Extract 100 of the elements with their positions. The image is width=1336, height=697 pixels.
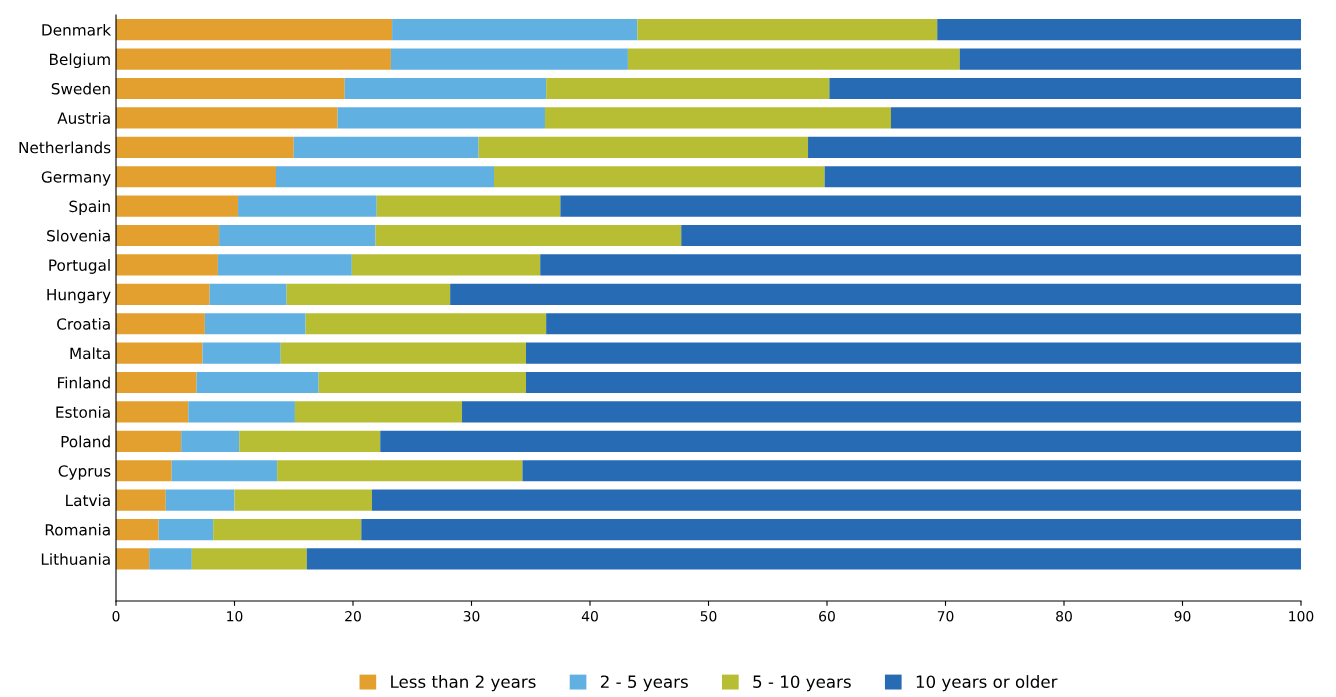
- x-tick-label: 40: [581, 610, 598, 622]
- legend-label: 2 - 5 years: [600, 675, 688, 692]
- x-tick-label: 20: [345, 610, 361, 622]
- bar: [219, 224, 376, 247]
- bar: [188, 401, 295, 423]
- bar: [116, 48, 391, 70]
- bar: [478, 136, 809, 158]
- bar: [275, 166, 495, 188]
- bar: [526, 342, 1301, 364]
- bar: [116, 401, 189, 423]
- bar: [540, 254, 1301, 276]
- x-tick-label: 90: [1174, 610, 1191, 622]
- bar: [522, 460, 1301, 482]
- bar: [239, 430, 381, 452]
- bar: [116, 283, 210, 305]
- y-tick-label: Netherlands: [19, 141, 111, 154]
- bar: [959, 48, 1301, 70]
- bar: [294, 401, 463, 423]
- bar: [380, 430, 1301, 452]
- bar: [116, 342, 203, 364]
- y-tick-label: Portugal: [49, 259, 110, 274]
- bar: [204, 313, 306, 335]
- bar: [116, 489, 166, 511]
- x-tick-label: 0: [112, 610, 120, 622]
- bar: [305, 313, 547, 335]
- x-tick-label: 60: [819, 610, 835, 622]
- bar: [361, 518, 1301, 541]
- bar: [681, 224, 1301, 247]
- bar: [637, 19, 938, 41]
- bar: [158, 518, 214, 541]
- bar: [344, 77, 547, 100]
- bar: [627, 48, 960, 70]
- bar: [494, 166, 825, 188]
- bar: [116, 195, 239, 217]
- x-tick-label: 70: [937, 610, 954, 622]
- y-tick-label: Slovenia: [47, 229, 110, 242]
- bar: [213, 518, 362, 541]
- y-tick-label: Germany: [41, 171, 111, 186]
- bar: [209, 283, 287, 305]
- bar: [450, 283, 1301, 305]
- bar: [116, 136, 294, 158]
- bar: [337, 107, 545, 129]
- bar: [116, 166, 276, 188]
- y-tick-label: Romania: [45, 523, 110, 536]
- bar: [560, 195, 1301, 217]
- bar: [116, 19, 393, 41]
- bar: [829, 77, 1301, 100]
- bar: [165, 489, 235, 511]
- bar: [937, 19, 1301, 41]
- bar: [217, 254, 352, 276]
- x-tick-label: 50: [700, 610, 717, 622]
- y-tick-label: Estonia: [56, 406, 110, 418]
- bar: [116, 224, 220, 247]
- legend-label: 10 years or older: [916, 675, 1058, 692]
- bar: [462, 401, 1301, 423]
- bar: [546, 313, 1301, 335]
- bar: [351, 254, 541, 276]
- bar: [280, 342, 527, 364]
- y-tick-label: Croatia: [57, 317, 110, 330]
- bar: [544, 107, 891, 129]
- bar: [318, 371, 527, 394]
- y-tick-label: Malta: [70, 347, 110, 360]
- bar: [306, 548, 1301, 570]
- bar: [286, 283, 451, 305]
- y-tick-label: Denmark: [42, 23, 112, 36]
- y-tick-label: Poland: [61, 435, 110, 448]
- bar: [376, 195, 561, 217]
- bar: [181, 430, 240, 452]
- bar: [196, 371, 319, 394]
- bar: [191, 548, 307, 570]
- bar: [277, 460, 523, 482]
- bar: [202, 342, 281, 364]
- bar: [293, 136, 479, 158]
- bar: [116, 430, 182, 452]
- bar: [171, 460, 278, 482]
- bar: [375, 224, 682, 247]
- bar: [116, 254, 218, 276]
- bar: [808, 136, 1301, 158]
- bar: [390, 48, 628, 70]
- y-tick-label: Belgium: [50, 53, 110, 69]
- bar: [149, 548, 192, 570]
- x-tick-label: 80: [1056, 610, 1072, 622]
- bar: [890, 107, 1301, 129]
- bar: [371, 489, 1301, 511]
- bar: [526, 371, 1301, 394]
- x-tick-label: 30: [463, 610, 480, 622]
- bar: [116, 548, 150, 570]
- bar: [116, 107, 338, 129]
- bar: [546, 77, 830, 100]
- x-tick-label: 100: [1289, 610, 1314, 622]
- y-tick-label: Hungary: [47, 288, 111, 304]
- y-tick-label: Cyprus: [58, 465, 111, 480]
- bar: [116, 371, 197, 394]
- y-tick-label: Lithuania: [41, 553, 110, 565]
- bar: [116, 518, 159, 541]
- y-tick-label: Sweden: [51, 82, 110, 95]
- y-tick-label: Finland: [58, 376, 110, 389]
- y-tick-label: Spain: [69, 200, 110, 216]
- x-tick-label: 10: [227, 610, 243, 622]
- bar: [116, 460, 172, 482]
